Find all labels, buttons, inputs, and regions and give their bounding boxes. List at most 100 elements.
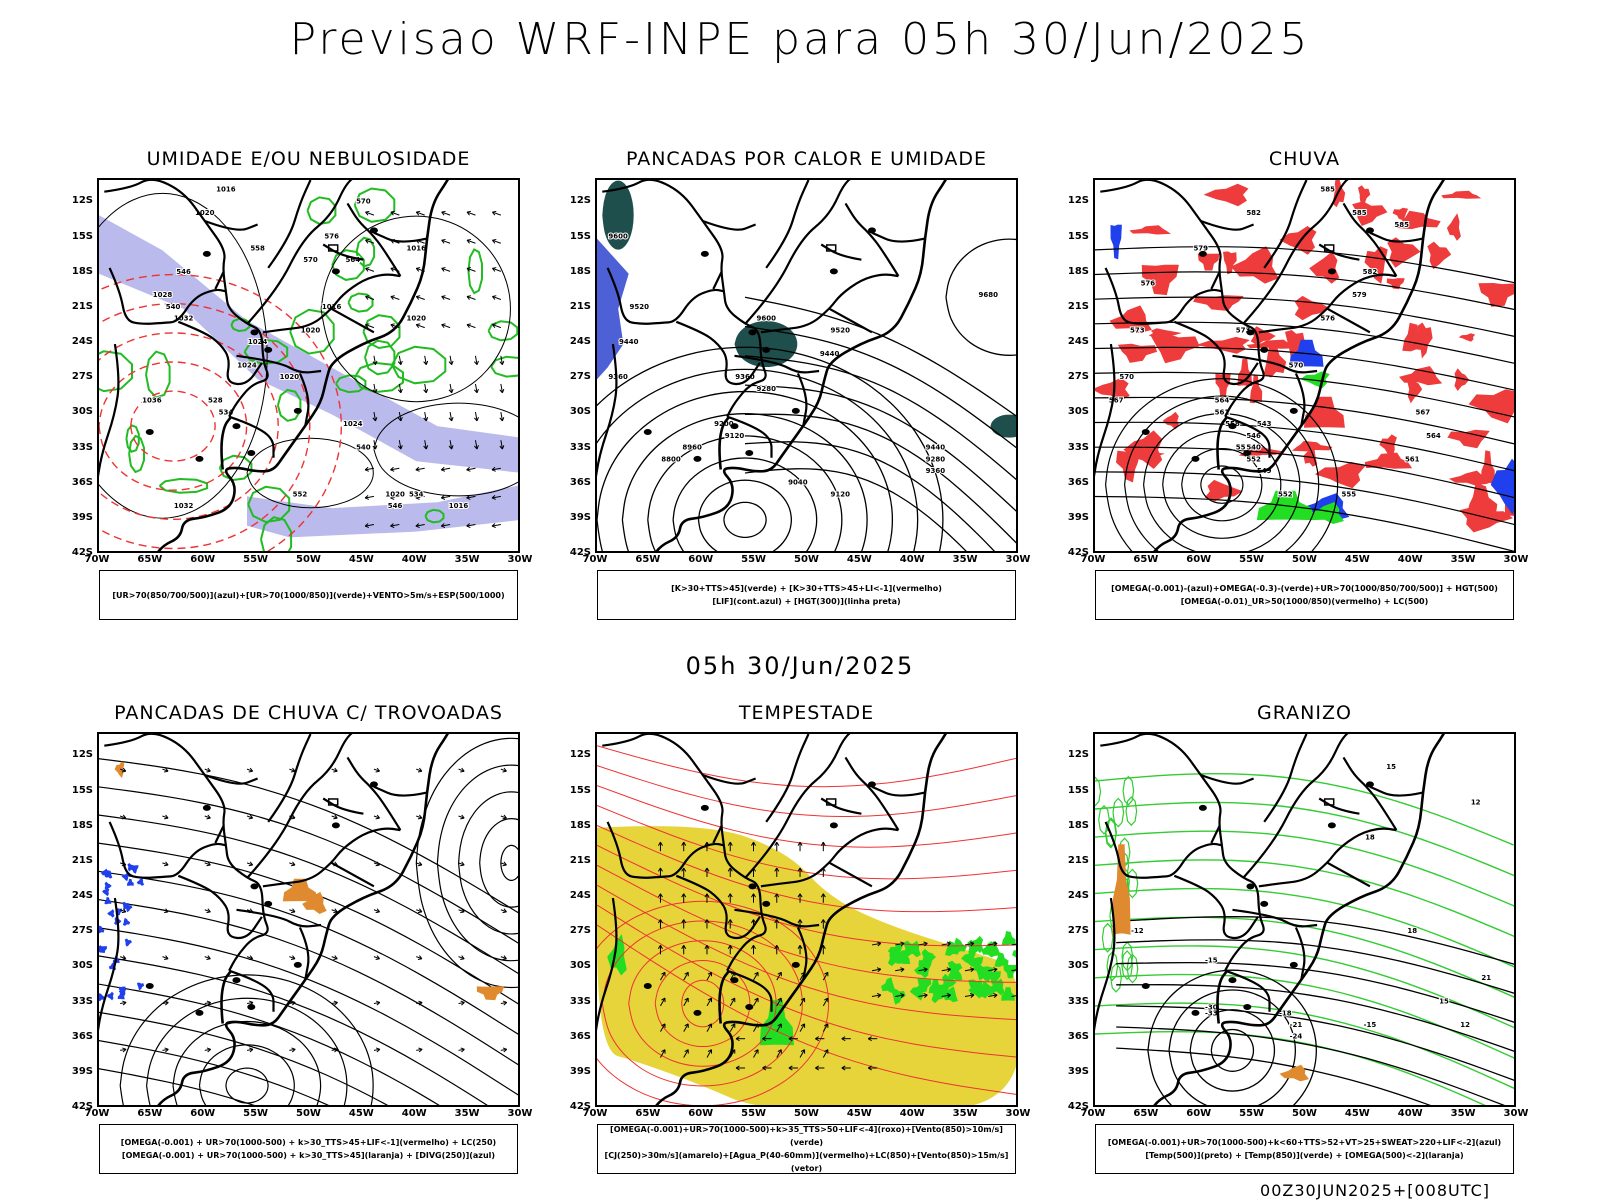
border-line-15 (1201, 775, 1254, 784)
longitude-tick-label: 45W (344, 1108, 378, 1119)
contour-label: -12 (1131, 927, 1144, 935)
border-line-8 (1243, 734, 1359, 878)
contour-label: 9520 (630, 303, 650, 311)
latitude-tick-label: 30S (561, 960, 591, 971)
lake-9 (1366, 227, 1374, 233)
rain-red-area-13 (1441, 191, 1481, 199)
latitude-tick-label: 33S (63, 442, 93, 453)
latitude-tick-label: 21S (561, 301, 591, 312)
longitude-tick-label: 40W (895, 554, 929, 565)
contour-label: 552 (1246, 455, 1261, 463)
contour-label: 1024 (237, 362, 257, 370)
longitude-tick-label: 60W (186, 1108, 220, 1119)
streamline-8 (99, 982, 520, 1107)
green-contour-0 (392, 347, 445, 384)
longitude-tick-label: 35W (1446, 1108, 1480, 1119)
legend-line: [OMEGA(-0.001)+UR>70(1000-500)+k>35_TTS>… (598, 1123, 1015, 1149)
streamline-high-1 (480, 819, 520, 908)
contour-label: 9600 (608, 233, 628, 241)
lake-9 (1366, 781, 1374, 787)
contour-label: 543 (1257, 420, 1272, 428)
latitude-tick-label: 39S (63, 512, 93, 523)
border-line-0 (104, 734, 267, 971)
contour-label: 9520 (830, 326, 850, 334)
latitude-tick-label: 21S (1059, 855, 1089, 866)
border-line-14 (1211, 271, 1220, 289)
latitude-tick-label: 33S (561, 996, 591, 1007)
map-canvas: 1016102010241028103210161020102410201016… (99, 180, 520, 553)
map-canvas (597, 734, 1018, 1107)
blue-divergence-dots (99, 863, 144, 1001)
contour-label: 540 (356, 444, 371, 452)
contour-label: 558 (250, 244, 265, 252)
latitude-tick-label: 12S (561, 749, 591, 760)
blue-lif-area (597, 239, 629, 380)
panel-5-basemap (1095, 734, 1465, 1107)
latitude-tick-label: 15S (561, 231, 591, 242)
lake-5 (1142, 429, 1150, 435)
legend-line: [OMEGA(-0.001)+UR>70(1000-500)+k<60+TTS>… (1108, 1136, 1501, 1149)
contour-label: 1032 (174, 502, 194, 510)
humidity-blue-band (99, 215, 520, 473)
latitude-tick-label: 27S (561, 371, 591, 382)
contour-label: 576 (1141, 279, 1156, 287)
latitude-tick-label: 36S (561, 1031, 591, 1042)
lake-3 (745, 1004, 753, 1010)
hgt-contour-ring-2 (673, 458, 817, 553)
contour-label: 9040 (788, 479, 808, 487)
legend-line: [OMEGA(-0.01)_UR>50(1000/850)(vermelho) … (1181, 595, 1429, 608)
map-canvas (99, 734, 520, 1107)
contour-label: 579 (1352, 291, 1367, 299)
rain-red-area-42 (1427, 242, 1451, 270)
lake-3 (745, 450, 753, 456)
contour-label: 18 (1407, 927, 1417, 935)
contour-label: 579 (1193, 244, 1208, 252)
latitude-tick-label: 18S (561, 266, 591, 277)
green-line-4 (1095, 889, 1516, 974)
longitude-tick-label: 30W (503, 1108, 537, 1119)
contour-label: 546 (1246, 432, 1261, 440)
border-line-13 (374, 233, 427, 242)
lake-8 (1328, 822, 1336, 828)
latitude-tick-label: 15S (561, 785, 591, 796)
longitude-tick-label: 45W (1340, 1108, 1374, 1119)
longitude-tick-label: 55W (239, 1108, 273, 1119)
lake-0 (748, 883, 756, 889)
isobar-1 (247, 438, 373, 508)
border-line-14 (713, 271, 722, 289)
border-line-9 (766, 734, 808, 822)
border-line-7 (1296, 373, 1305, 426)
longitude-tick-label: 55W (1235, 1108, 1269, 1119)
border-line-5 (1233, 910, 1318, 927)
contour-label: 546 (388, 502, 403, 510)
contour-label: 564 (1215, 397, 1230, 405)
contour-label: -15 (1205, 957, 1218, 965)
lake-2 (730, 977, 738, 983)
border-line-13 (872, 787, 925, 796)
map-frame (97, 732, 520, 1107)
longitude-tick-label: 45W (842, 554, 876, 565)
lake-0 (1246, 883, 1254, 889)
border-line-6 (761, 275, 899, 333)
latitude-tick-label: 24S (1059, 890, 1089, 901)
longitude-tick-label: 30W (1499, 1108, 1533, 1119)
longitude-tick-label: 45W (344, 554, 378, 565)
panel-title: CHUVA (1093, 148, 1516, 170)
border-line-15 (1201, 221, 1254, 230)
latitude-tick-label: 12S (63, 195, 93, 206)
lake-8 (332, 268, 340, 274)
longitude-tick-label: 55W (1235, 554, 1269, 565)
streamline-high-0 (501, 845, 520, 880)
longitude-tick-label: 70W (1076, 1108, 1110, 1119)
longitude-tick-label: 50W (1288, 554, 1322, 565)
panel-title: PANCADAS POR CALOR E UMIDADE (595, 148, 1018, 170)
lake-1 (264, 347, 272, 353)
latitude-tick-label: 18S (1059, 266, 1089, 277)
contour-label: 9360 (608, 373, 628, 381)
lake-2 (730, 423, 738, 429)
wind850-green-area-6 (1002, 931, 1016, 945)
longitude-tick-label: 35W (1446, 554, 1480, 565)
river-plate-coast (222, 417, 232, 470)
latitude-tick-label: 24S (561, 890, 591, 901)
contour-label: 570 (1289, 362, 1304, 370)
